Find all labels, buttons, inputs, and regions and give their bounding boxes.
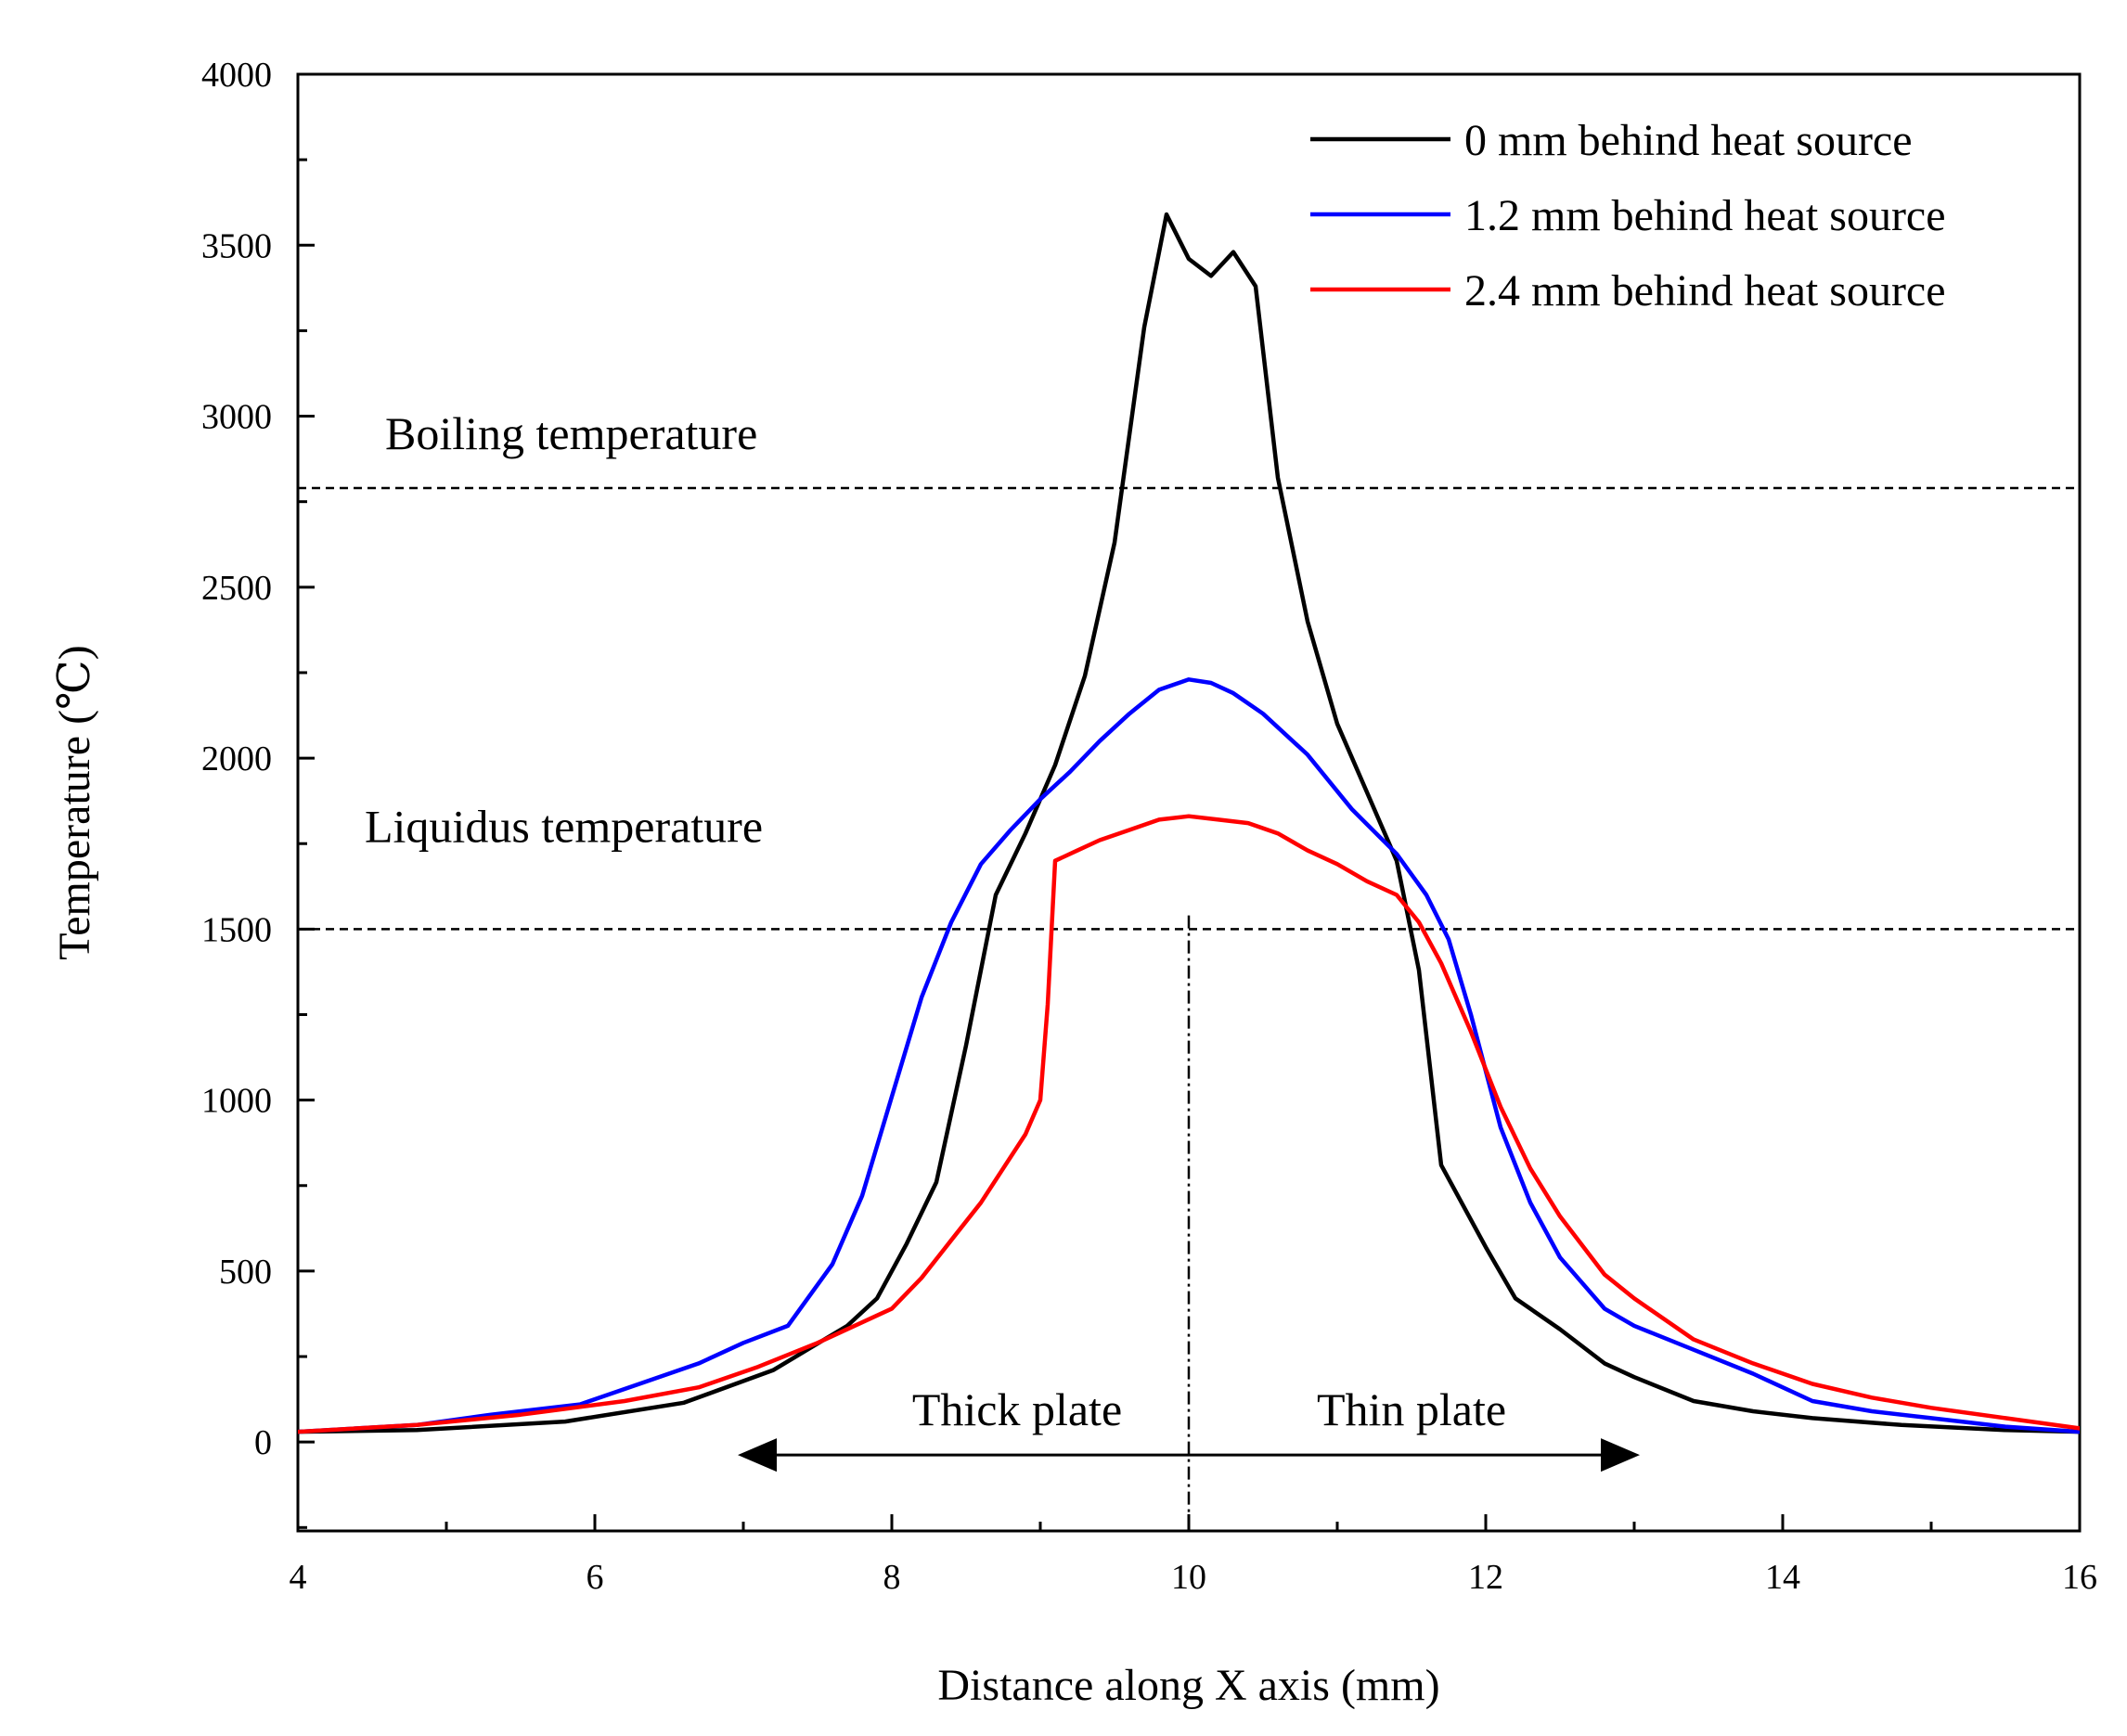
x-tick-label: 12	[1468, 1558, 1503, 1597]
reference-lines	[298, 486, 2080, 931]
y-axis-ticks: 0 500 1000 1500 2000 2500 3000 3500 4000	[201, 56, 315, 1529]
y-axis-title: Temperature (℃)	[50, 645, 99, 960]
legend-label: 0 mm behind heat source	[1464, 116, 1913, 165]
x-tick-label: 16	[2062, 1558, 2097, 1597]
y-tick-label: 1000	[201, 1082, 272, 1121]
x-tick-label: 14	[1765, 1558, 1800, 1597]
x-tick-label: 8	[883, 1558, 901, 1597]
plate-arrows: Thick plate Thin plate	[738, 1383, 1640, 1472]
reference-line-label: Liquidus temperature	[365, 800, 763, 852]
x-tick-label: 10	[1171, 1558, 1206, 1597]
x-tick-label: 4	[290, 1558, 307, 1597]
plate-arrow-label: Thick plate	[912, 1383, 1122, 1435]
x-axis-title: Distance along X axis (mm)	[937, 1661, 1439, 1710]
y-tick-label: 1500	[201, 910, 272, 949]
series-group	[298, 212, 2080, 1434]
legend: 0 mm behind heat source 1.2 mm behind hea…	[1310, 116, 1946, 315]
series-line	[298, 677, 2080, 1434]
legend-label: 1.2 mm behind heat source	[1464, 191, 1946, 240]
series-line	[298, 212, 2080, 1434]
y-tick-label: 2500	[201, 569, 272, 608]
plate-arrow-label: Thin plate	[1317, 1383, 1506, 1435]
y-tick-label: 500	[219, 1253, 272, 1292]
y-tick-label: 3000	[201, 398, 272, 437]
series-line	[298, 814, 2080, 1434]
reference-line-label: Boiling temperature	[385, 407, 757, 459]
legend-label: 2.4 mm behind heat source	[1464, 266, 1946, 315]
y-tick-label: 4000	[201, 56, 272, 95]
x-axis-ticks: 4 6 8 10 12 14 16	[290, 1514, 2097, 1597]
y-tick-label: 0	[254, 1423, 272, 1462]
y-tick-label: 3500	[201, 226, 272, 265]
x-tick-label: 6	[587, 1558, 604, 1597]
y-tick-label: 2000	[201, 739, 272, 778]
